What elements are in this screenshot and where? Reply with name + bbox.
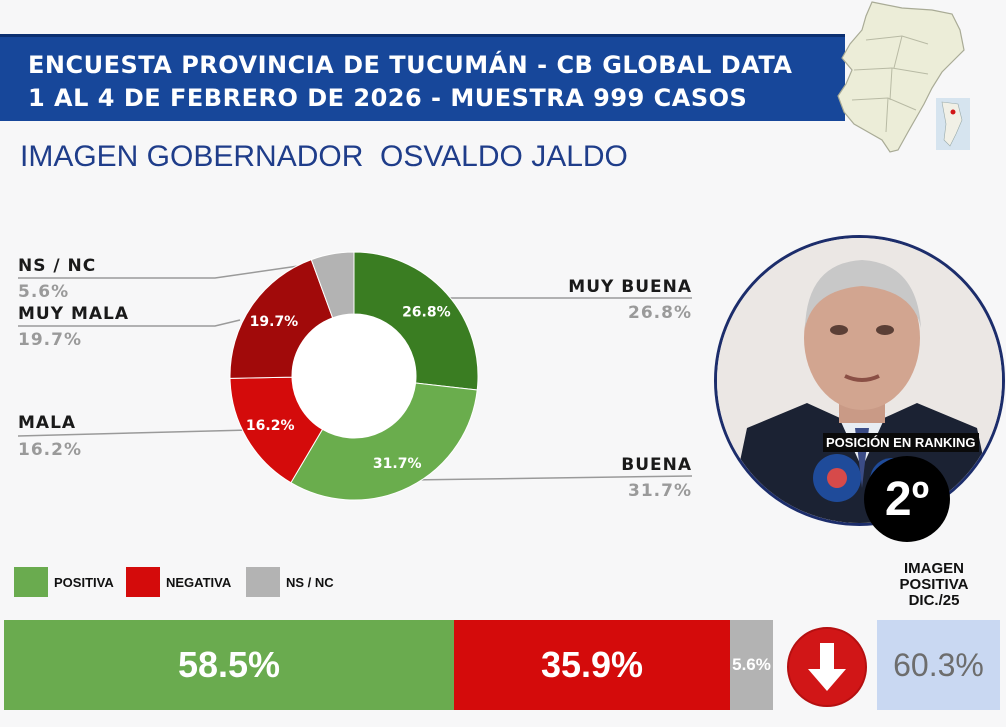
previous-positive-value: 60.3% [877,620,1000,710]
value-muy-mala: 19.7% [18,330,82,350]
bar-segment-ns-nc: 5.6% [730,620,773,710]
label-mala: MALA [18,413,77,433]
bar-segment-positiva: 58.5% [4,620,454,710]
value-muy-buena: 26.8% [628,303,692,323]
legend-negativa: NEGATIVA [126,567,231,597]
slice-label-muy-mala: 19.7% [250,314,299,330]
label-muy-buena: MUY BUENA [568,277,692,297]
leader-line-buena [407,475,693,481]
legend-positiva: POSITIVA [14,567,114,597]
bar-label-negativa: 35.9% [540,644,644,685]
label-muy-mala: MUY MALA [18,304,130,324]
header-banner: ENCUESTA PROVINCIA DE TUCUMÁN - CB GLOBA… [0,34,845,121]
previous-label-line3: DIC./25 [908,592,960,609]
stacked-bar: 58.5% 35.9% 5.6% [4,620,774,710]
previous-image-label: IMAGEN POSITIVA DIC./25 [872,561,996,609]
legend-label-ns-nc: NS / NC [286,574,334,590]
legend-swatch-negativa [126,567,160,597]
leader-line-mala [17,429,251,437]
bar-label-positiva: 58.5% [177,644,281,685]
label-ns-nc: NS / NC [18,256,97,276]
value-ns-nc: 5.6% [18,282,70,302]
ranking-badge: 2º [864,456,950,542]
donut-chart: 26.8% 31.7% 16.2% 19.7% [17,251,693,501]
value-mala: 16.2% [18,440,82,460]
header-title-line2: 1 AL 4 DE FEBRERO DE 2026 - MUESTRA 999 … [28,84,748,112]
governor-portrait [714,235,1005,526]
legend-swatch-positiva [14,567,48,597]
label-buena: BUENA [621,455,692,475]
ranking-label: POSICIÓN EN RANKING [823,433,979,452]
slice-label-buena: 31.7% [373,456,422,472]
donut-hole [292,314,416,438]
header-title-line1: ENCUESTA PROVINCIA DE TUCUMÁN - CB GLOBA… [28,51,793,79]
slice-label-mala: 16.2% [246,418,295,434]
legend-label-negativa: NEGATIVA [166,574,232,590]
previous-label-line1: IMAGEN [904,560,964,577]
chart-subtitle: IMAGEN GOBERNADOR OSVALDO JALDO [20,140,628,173]
legend-ns-nc: NS / NC [246,567,334,597]
slice-label-muy-buena: 26.8% [402,304,451,320]
leader-line-ns-nc [18,263,313,279]
tucuman-map-image [832,0,1006,160]
down-arrow-icon [787,627,867,707]
legend-label-positiva: POSITIVA [54,574,114,590]
bar-label-ns-nc: 5.6% [732,655,771,674]
bar-segment-negativa: 35.9% [454,620,730,710]
previous-label-line2: POSITIVA [899,576,969,593]
leader-line-muy-mala [18,319,241,327]
value-buena: 31.7% [628,481,692,501]
legend-swatch-ns-nc [246,567,280,597]
